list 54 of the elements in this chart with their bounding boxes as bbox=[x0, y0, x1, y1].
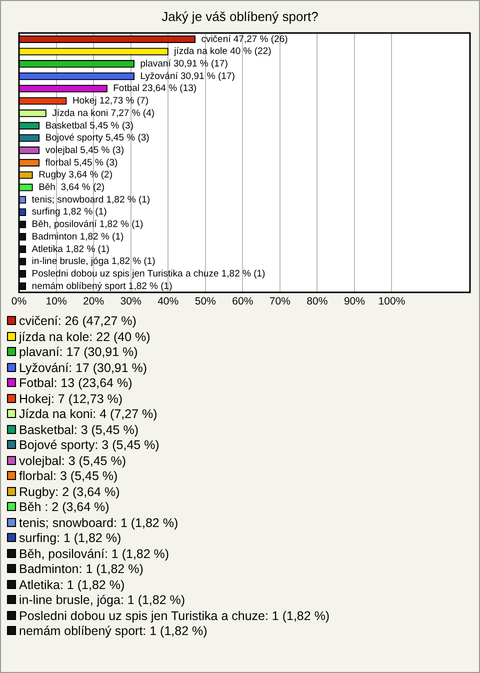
text: Hokej: 7 (12,73 %) bbox=[18, 392, 124, 407]
data-label: Bojové sporty 5,45 % (3) bbox=[45, 132, 150, 144]
data-label: tenis; snowboard 1,82 % (1) bbox=[32, 194, 150, 206]
data-label: Hokej 12,73 % (7) bbox=[72, 96, 148, 107]
text: Fotbal: 13 (23,64 %) bbox=[18, 376, 134, 392]
x-tick-label: 70% bbox=[269, 296, 290, 308]
data-label: florbal 5,45 % (3) bbox=[45, 157, 118, 168]
x-tick-label: 80% bbox=[306, 296, 328, 308]
x-tick-label: 20% bbox=[83, 296, 104, 308]
text: jízda na kole: 22 (40 %) bbox=[18, 330, 152, 345]
x-tick-label: 10% bbox=[46, 296, 67, 308]
data-label: Fotbal 23,64 % (13) bbox=[113, 83, 197, 94]
x-tick-label: 90% bbox=[344, 296, 365, 308]
x-tick-label: 0% bbox=[11, 296, 27, 308]
data-label: Posledni dobou uz spis jen Turistika a chuze 1,82 % (1) bbox=[32, 268, 266, 280]
text: Bojové sporty: 3 (5,45 %) bbox=[18, 438, 160, 454]
x-tick-label: 40% bbox=[158, 296, 179, 308]
data-label: Běh 3,64 % (2) bbox=[38, 182, 105, 194]
text: Badminton: 1 (1,82 %) bbox=[18, 562, 144, 578]
data-label: Atletika 1,82 % (1) bbox=[32, 244, 110, 255]
x-tick-label: 50% bbox=[194, 296, 216, 308]
x-tick-label: 100% bbox=[378, 296, 406, 308]
text: plavaní: 17 (30,91 %) bbox=[18, 345, 139, 360]
text: florbal: 3 (5,45 %) bbox=[18, 469, 119, 484]
text: nemám oblíbený sport: 1 (1,82 %) bbox=[18, 624, 208, 640]
text: cvičení: 26 (47,27 %) bbox=[18, 314, 138, 330]
data-label: Basketbal 5,45 % (3) bbox=[45, 120, 134, 132]
text: Atletika: 1 (1,82 %) bbox=[18, 578, 126, 593]
text: Jízda na koni: 4 (7,27 %) bbox=[18, 407, 158, 422]
text: Posledni dobou uz spis jen Turistika a chuze: 1 (1,82 %) bbox=[18, 608, 330, 624]
data-label: cvičení 47,27 % (26) bbox=[201, 34, 288, 45]
data-label: surfing 1,82 % (1) bbox=[32, 206, 107, 218]
text: Běh, posilování: 1 (1,82 %) bbox=[18, 546, 170, 562]
x-tick-label: 30% bbox=[120, 296, 142, 308]
text: surfing: 1 (1,82 %) bbox=[18, 531, 122, 546]
data-label: Jízda na koni 7,27 % (4) bbox=[52, 108, 155, 119]
data-label: volejbal 5,45 % (3) bbox=[45, 144, 124, 156]
x-tick-label: 60% bbox=[232, 296, 254, 308]
data-label: Běh, posilování 1,82 % (1) bbox=[32, 219, 144, 230]
data-label: in-line brusle, jóga 1,82 % (1) bbox=[32, 256, 156, 268]
text: Rugby: 2 (3,64 %) bbox=[18, 484, 121, 500]
text: Běh : 2 (3,64 %) bbox=[18, 500, 110, 516]
text: in-line brusle, jóga: 1 (1,82 %) bbox=[18, 593, 186, 608]
data-label: Badminton 1,82 % (1) bbox=[32, 231, 124, 242]
data-label: Lyžování 30,91 % (17) bbox=[140, 70, 235, 82]
data-label: Rugby 3,64 % (2) bbox=[38, 170, 113, 181]
text: Basketbal: 3 (5,45 %) bbox=[18, 422, 140, 438]
text: volejbal: 3 (5,45 %) bbox=[18, 454, 128, 469]
text: Lyžování: 17 (30,91 %) bbox=[18, 360, 148, 376]
data-label: nemám oblíbený sport 1,82 % (1) bbox=[32, 280, 172, 292]
chart-title: Jaký je váš oblíbený sport? bbox=[160, 9, 320, 24]
data-label: plavaní 30,91 % (17) bbox=[140, 58, 228, 70]
text: tenis; snowboard: 1 (1,82 %) bbox=[18, 516, 180, 531]
data-label: jízda na kole 40 % (22) bbox=[173, 46, 272, 58]
